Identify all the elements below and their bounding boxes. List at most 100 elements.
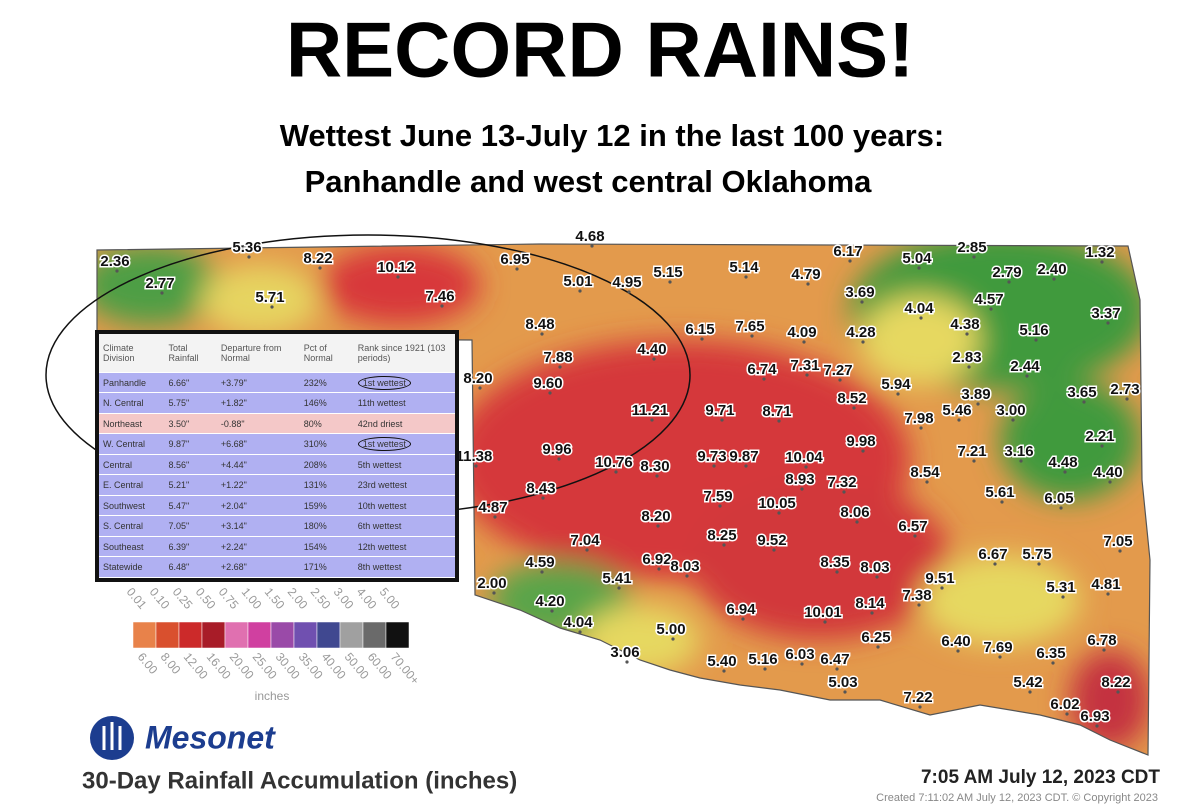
- station-dot: [762, 377, 766, 381]
- station-value: 10.04: [785, 449, 823, 466]
- station-dot: [918, 705, 922, 709]
- station-value: 6.93: [1080, 708, 1109, 725]
- station-dot: [855, 520, 859, 524]
- station-value: 7.04: [570, 532, 600, 549]
- legend-swatch: [293, 621, 318, 649]
- subtitle: Wettest June 13-July 12 in the last 100 …: [280, 118, 945, 153]
- table-cell: 12th wettest: [353, 536, 455, 558]
- color-legend: 6.008.0012.0016.0020.0025.0030.0035.0040…: [124, 585, 423, 703]
- station-value: 5.00: [656, 621, 685, 638]
- station-value: 4.81: [1091, 576, 1120, 593]
- table-cell: +2.24": [216, 536, 300, 558]
- station-dot: [1116, 690, 1120, 694]
- legend-label: 20.00: [227, 650, 257, 682]
- station-value: 2.73: [1110, 381, 1139, 398]
- station-value: 5.75: [1022, 546, 1051, 563]
- station-value: 5.71: [255, 289, 284, 306]
- table-cell: +2.04": [216, 495, 300, 517]
- table-cell: Panhandle: [99, 372, 165, 394]
- legend-label: 1.00: [239, 585, 265, 612]
- legend-label: 25.00: [250, 650, 280, 682]
- legend-label: 0.25: [170, 585, 196, 612]
- station-value: 2.36: [100, 253, 129, 270]
- station-value: 7.22: [903, 689, 932, 706]
- station-value: 6.17: [833, 243, 862, 260]
- table-cell: 3.50": [164, 413, 217, 435]
- station-value: 8.93: [785, 471, 814, 488]
- legend-swatch: [316, 621, 341, 649]
- legend-label: 2.00: [285, 585, 311, 612]
- table-cell: Southeast: [99, 536, 165, 558]
- station-dot: [1063, 470, 1067, 474]
- station-dot: [557, 457, 561, 461]
- station-value: 3.37: [1091, 305, 1120, 322]
- station-value: 6.05: [1044, 490, 1073, 507]
- station-value: 8.52: [837, 390, 866, 407]
- station-dot: [540, 570, 544, 574]
- table-cell: 6.39": [164, 536, 217, 558]
- station-value: 5.46: [942, 402, 971, 419]
- station-value: 4.59: [525, 554, 554, 571]
- station-value: 6.40: [941, 633, 970, 650]
- station-value: 3.89: [961, 386, 990, 403]
- station-dot: [804, 465, 808, 469]
- table-cell: 10th wettest: [353, 495, 455, 517]
- table-cell: 1st wettest: [353, 372, 455, 394]
- station-dot: [671, 637, 675, 641]
- station-value: 8.43: [526, 480, 555, 497]
- table-cell: 6.48": [164, 556, 217, 578]
- station-dot: [777, 419, 781, 423]
- table-row: Northeast 3.50" -0.88" 80% 42nd driest: [99, 413, 455, 435]
- legend-label: 0.50: [193, 585, 219, 612]
- legend-label: 0.75: [216, 585, 242, 612]
- header-cell: Pct of Normal: [299, 334, 354, 373]
- station-dot: [1059, 506, 1063, 510]
- table-row: N. Central 5.75" +1.82" 146% 11th wettest: [99, 392, 455, 414]
- table-cell: 9.87": [164, 433, 217, 455]
- table-cell: 146%: [299, 392, 354, 414]
- table-cell: 1st wettest: [353, 433, 455, 455]
- table-cell: +2.68": [216, 556, 300, 578]
- table-cell: 80%: [299, 413, 354, 435]
- station-value: 10.12: [377, 259, 415, 276]
- station-value: 3.65: [1067, 384, 1096, 401]
- station-dot: [578, 630, 582, 634]
- station-dot: [989, 307, 993, 311]
- station-value: 5.01: [563, 273, 592, 290]
- state-border: [96, 243, 1151, 756]
- station-dot: [625, 660, 629, 664]
- station-value: 1.32: [1085, 244, 1114, 261]
- station-dot: [823, 620, 827, 624]
- station-dot: [652, 357, 656, 361]
- station-dot: [492, 591, 496, 595]
- station-dot: [541, 496, 545, 500]
- station-value: 2.00: [477, 575, 506, 592]
- station-value: 6.78: [1087, 632, 1116, 649]
- station-value: 9.98: [846, 433, 875, 450]
- station-value: 9.51: [925, 570, 954, 587]
- legend-label: 16.00: [204, 650, 234, 682]
- station-value: 5.15: [653, 264, 682, 281]
- station-value: 7.27: [823, 362, 852, 379]
- legend-label: 60.00: [365, 650, 395, 682]
- table-cell: 131%: [299, 474, 354, 496]
- legend-swatch: [247, 621, 272, 649]
- table-cell: 159%: [299, 495, 354, 517]
- station-value: 8.03: [860, 559, 889, 576]
- station-dot: [1025, 374, 1029, 378]
- legend-label: 70.00+: [388, 650, 423, 687]
- station-dot: [1100, 260, 1104, 264]
- station-dot: [656, 524, 660, 528]
- table-cell: +1.82": [216, 392, 300, 414]
- station-value: 2.83: [952, 349, 981, 366]
- station-dot: [861, 340, 865, 344]
- station-value: 7.32: [827, 474, 856, 491]
- table-cell: S. Central: [99, 515, 165, 537]
- station-value: 4.04: [563, 614, 593, 631]
- table-cell: 8th wettest: [353, 556, 455, 578]
- station-dot: [998, 655, 1002, 659]
- division-table: Climate Division Total Rainfall Departure …: [95, 330, 459, 582]
- station-dot: [1007, 280, 1011, 284]
- title: RECORD RAINS!: [286, 6, 914, 94]
